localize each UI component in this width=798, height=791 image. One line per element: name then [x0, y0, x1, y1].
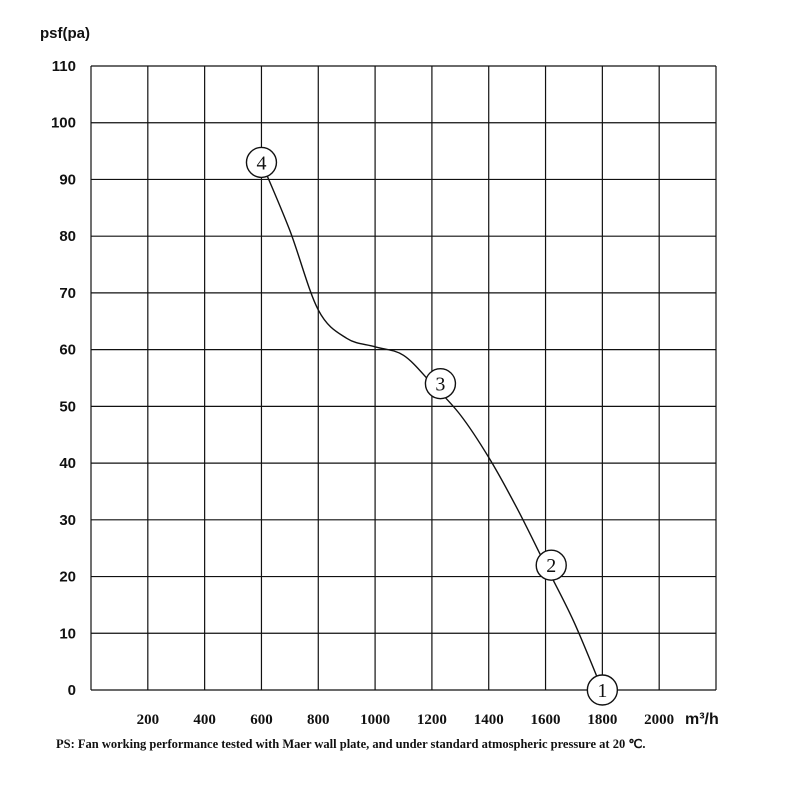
y-axis-label: psf(pa): [40, 25, 90, 42]
x-tick-label: 1200: [417, 712, 447, 728]
y-axis-ticks: 0 10 20 30 40 50 60 70 80 90 100 110: [51, 58, 76, 699]
x-axis-ticks: 200 400 600 800 1000 1200 1400 1600 1800 2000: [137, 712, 675, 728]
y-tick-label: 70: [59, 285, 76, 302]
operating-point-circle: [424, 367, 457, 400]
operating-point-label: 1: [597, 680, 607, 702]
x-tick-label: 200: [137, 712, 160, 728]
y-tick-label: 0: [68, 682, 76, 699]
x-tick-label: 400: [193, 712, 216, 728]
y-tick-label: 50: [59, 398, 76, 415]
x-tick-label: 600: [250, 712, 273, 728]
x-axis-label: m³/h: [685, 711, 719, 728]
operating-point-circle: [586, 674, 619, 706]
operating-point-label: 4: [256, 152, 266, 174]
y-tick-label: 40: [59, 455, 76, 472]
x-tick-label: 1600: [531, 712, 561, 728]
y-tick-label: 60: [59, 342, 76, 359]
operating-point-label: 2: [546, 555, 556, 577]
operating-point-circle: [245, 146, 278, 179]
operating-point-label: 3: [435, 374, 445, 396]
x-tick-label: 2000: [644, 712, 674, 728]
x-tick-label: 1000: [360, 712, 390, 728]
y-tick-label: 30: [59, 512, 76, 529]
operating-point-markers: 1 2 3 4: [245, 146, 619, 706]
x-tick-label: 1800: [587, 712, 617, 728]
y-tick-label: 100: [51, 115, 76, 132]
x-tick-label: 800: [307, 712, 330, 728]
y-tick-label: 10: [59, 625, 76, 642]
operating-point-circle: [535, 549, 567, 581]
y-tick-label: 80: [59, 228, 76, 245]
y-tick-label: 90: [59, 171, 76, 188]
x-tick-label: 1400: [474, 712, 504, 728]
footnote: PS: Fan working performance tested with …: [56, 737, 646, 751]
y-tick-label: 110: [52, 58, 76, 75]
y-tick-label: 20: [59, 569, 76, 586]
grid: [90, 65, 717, 691]
